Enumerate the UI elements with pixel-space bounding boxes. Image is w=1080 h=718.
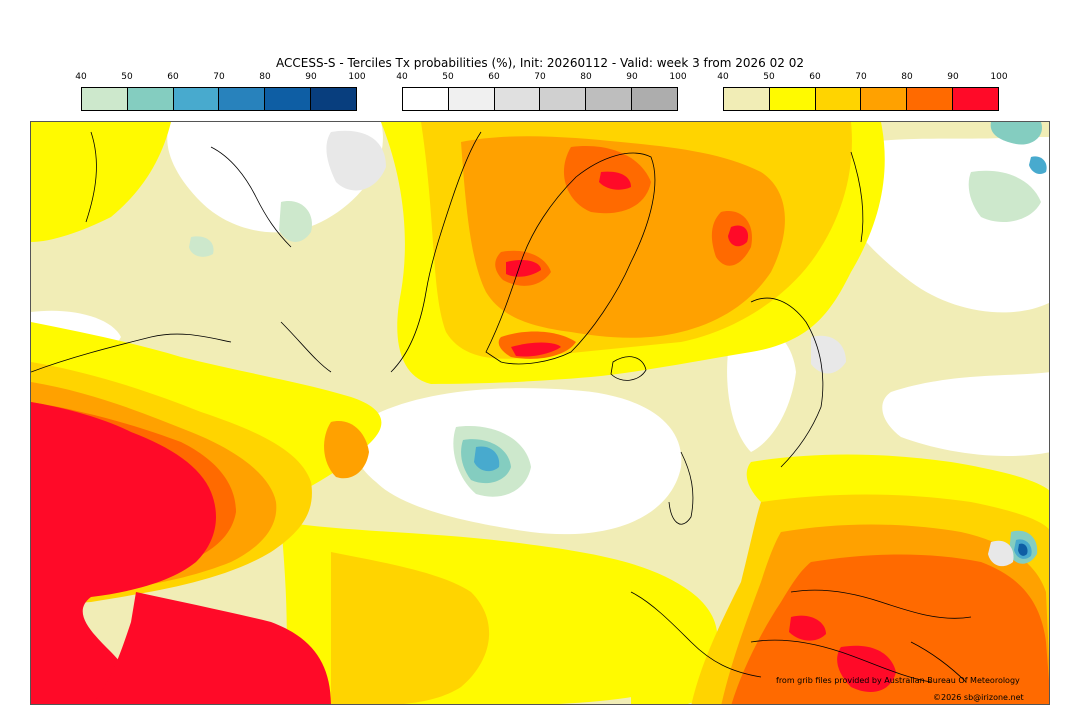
legend-tick: 70 [855, 72, 867, 82]
legend-ticks: 40 50 60 70 80 90 100 [717, 72, 1007, 84]
legend-tick: 40 [396, 72, 408, 82]
legend-tick: 80 [259, 72, 271, 82]
legend-swatch [311, 88, 356, 110]
legend-tick: 100 [669, 72, 687, 82]
copyright-credit: ©2026 sb@irizone.net [933, 693, 1024, 702]
legend-swatch [494, 88, 541, 110]
legend-colorbar [402, 87, 678, 111]
legend-swatch [953, 88, 998, 110]
legend-swatch [861, 88, 908, 110]
legend-tick: 60 [809, 72, 821, 82]
legend-tick: 50 [121, 72, 133, 82]
legend-tick: 40 [75, 72, 87, 82]
legend-tick: 90 [947, 72, 959, 82]
legend-swatch [173, 88, 220, 110]
legend-tick: 100 [348, 72, 366, 82]
legend-swatch [540, 88, 587, 110]
legend-swatch [769, 88, 816, 110]
legend-swatch [219, 88, 266, 110]
map-title: ACCESS-S - Terciles Tx probabilities (%)… [276, 56, 804, 70]
legend-tick: 50 [763, 72, 775, 82]
legend-swatch [815, 88, 862, 110]
coastlines [31, 131, 972, 683]
legend-tick: 90 [305, 72, 317, 82]
legend-swatch [448, 88, 495, 110]
legend-below-normal: 40 50 60 70 80 90 100 [75, 72, 366, 112]
legend-tick: 70 [534, 72, 546, 82]
below-80-areas [1018, 543, 1028, 556]
legend-near-normal: 40 50 60 70 80 90 100 [396, 72, 687, 112]
above-90-areas [31, 171, 896, 704]
legend-tick: 70 [213, 72, 225, 82]
legend-tick: 50 [442, 72, 454, 82]
legend-tick: 40 [717, 72, 729, 82]
legend-tick: 100 [990, 72, 1008, 82]
legend-ticks: 40 50 60 70 80 90 100 [396, 72, 686, 84]
source-credit: from grib files provided by Australian B… [776, 676, 1020, 685]
probability-map [30, 121, 1050, 705]
legend-swatch [586, 88, 633, 110]
legend-colorbar [723, 87, 999, 111]
legend-swatch [403, 88, 449, 110]
legend-swatch [632, 88, 677, 110]
legend-swatch [127, 88, 174, 110]
legend-tick: 80 [901, 72, 913, 82]
legend-above-normal: 40 50 60 70 80 90 100 [717, 72, 1008, 112]
legend-swatch [907, 88, 954, 110]
legend-colorbar [81, 87, 357, 111]
legend-tick: 90 [626, 72, 638, 82]
legend-swatch [82, 88, 128, 110]
legend-tick: 80 [580, 72, 592, 82]
legend-swatch [724, 88, 770, 110]
map-canvas [31, 122, 1049, 704]
legend-tick: 60 [488, 72, 500, 82]
legend-swatch [265, 88, 312, 110]
legend-ticks: 40 50 60 70 80 90 100 [75, 72, 365, 84]
normal-50-areas [326, 130, 1014, 567]
legend-tick: 60 [167, 72, 179, 82]
